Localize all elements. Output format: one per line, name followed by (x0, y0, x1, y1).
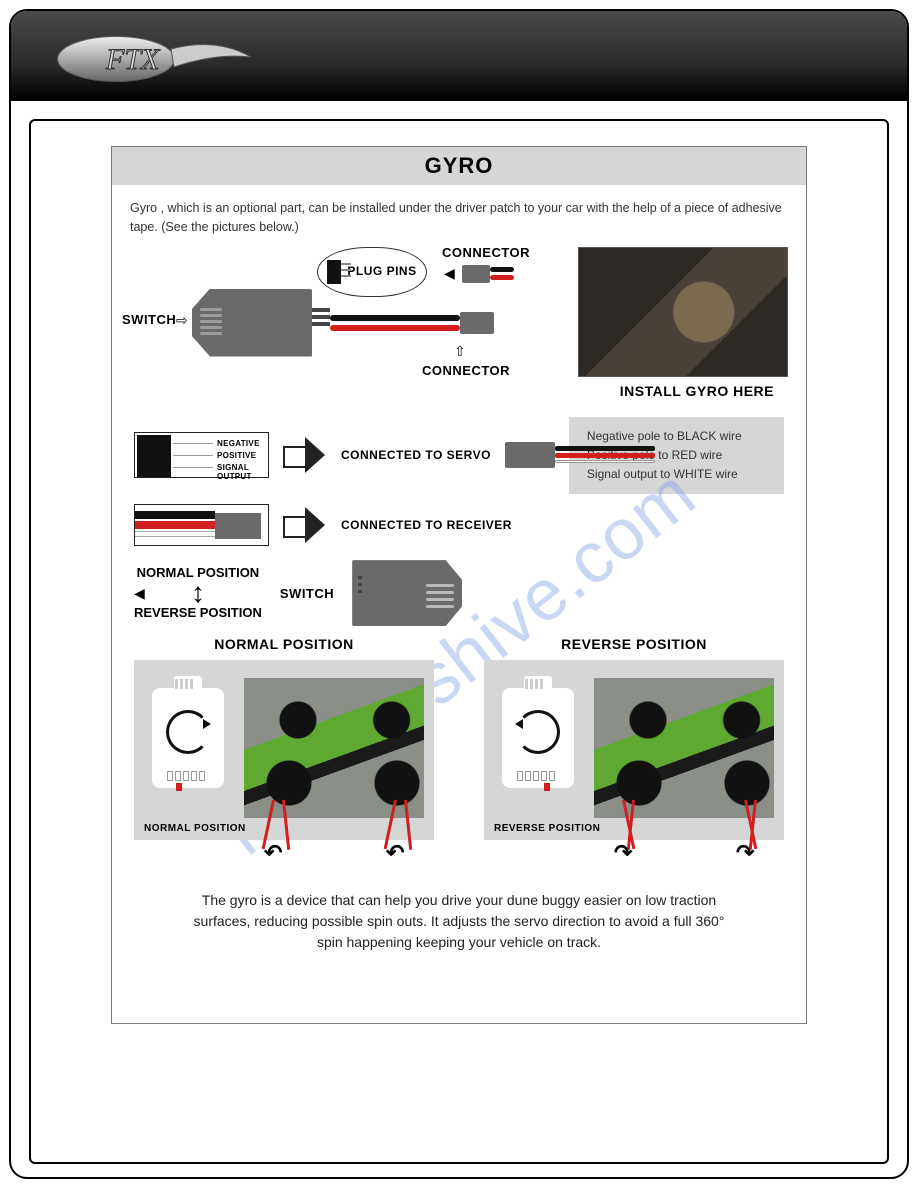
arrow-icon: ⇨ (176, 312, 188, 329)
section-title: GYRO (112, 147, 806, 185)
header-band: FTX (11, 11, 907, 101)
switch-position-block: NORMAL POSITION ↕ REVERSE POSITION SWITC… (134, 560, 784, 626)
plug-pins-label: PLUG PINS (347, 265, 416, 278)
gyro-normal-icon (152, 688, 224, 788)
page-outer-frame: FTX manualshive.com GYRO Gyro , which is… (9, 9, 909, 1179)
reverse-position-label: REVERSE POSITION (134, 605, 262, 621)
curve-arrow-icon: ↷ (614, 840, 632, 866)
reverse-title: REVERSE POSITION (484, 636, 784, 652)
wire-red-sm (490, 275, 514, 280)
connector-label-2: CONNECTOR (422, 363, 510, 378)
normal-panel-bg: NORMAL POSITION (134, 660, 434, 840)
receiver-connection-row: CONNECTED TO RECEIVER (134, 504, 784, 546)
body-text: The gyro is a device that can help you d… (192, 890, 726, 953)
arrow-left-icon: ◀ (444, 265, 455, 282)
connector-plug (460, 312, 494, 334)
ftx-logo: FTX (56, 29, 256, 87)
switch-label-2: SWITCH (280, 586, 334, 601)
gyro-body-shape (192, 289, 312, 357)
install-gyro-label: INSTALL GYRO HERE (620, 383, 774, 399)
servo-wire-white (555, 460, 655, 463)
positive-label: POSITIVE (217, 451, 256, 460)
servo-connection-row: NEGATIVE POSITIVE SIGNAL OUTPUT CONNECTE… (134, 417, 784, 495)
info-line-1: Negative pole to BLACK wire (587, 427, 766, 446)
car-photo-reverse (594, 678, 774, 818)
servo-plug (505, 442, 555, 468)
connected-servo-label: CONNECTED TO SERVO (341, 448, 491, 462)
wire-red (330, 325, 460, 331)
car-photo-normal (244, 678, 424, 818)
reverse-caption: REVERSE POSITION (494, 823, 600, 834)
servo-wire-black (555, 446, 655, 451)
connector-small (462, 265, 490, 283)
normal-caption: NORMAL POSITION (144, 823, 246, 834)
pin-legend: NEGATIVE POSITIVE SIGNAL OUTPUT (134, 432, 269, 478)
up-down-arrow-icon: ↕ (191, 585, 205, 602)
info-line-3: Signal output to WHITE wire (587, 465, 766, 484)
reverse-panel-bg: REVERSE POSITION (484, 660, 784, 840)
connected-receiver-label: CONNECTED TO RECEIVER (341, 518, 512, 532)
arrow-left-icon: ◀ (134, 585, 145, 602)
arrow-up-icon: ⇧ (454, 343, 466, 360)
negative-label: NEGATIVE (217, 439, 260, 448)
intro-text: Gyro , which is an optional part, can be… (112, 185, 806, 247)
switch-label: SWITCH (122, 312, 176, 327)
plug-pins-icon (312, 305, 330, 341)
curve-arrow-icon: ↶ (386, 840, 404, 866)
normal-title: NORMAL POSITION (134, 636, 434, 652)
content-box: GYRO Gyro , which is an optional part, c… (111, 146, 807, 1024)
position-panels-row: NORMAL POSITION NORMAL POSITION (134, 636, 784, 864)
receiver-block (134, 504, 269, 546)
gyro-small-icon (352, 560, 462, 626)
wire-black (330, 315, 460, 321)
inner-frame: manualshive.com GYRO Gyro , which is an … (29, 119, 889, 1164)
plug-pins-callout: PLUG PINS (317, 247, 427, 297)
curve-arrow-icon: ↶ (264, 840, 282, 866)
arrow-icon (283, 507, 327, 543)
svg-text:FTX: FTX (105, 43, 161, 76)
gyro-diagram: SWITCH ⇨ PLUG PINS (122, 247, 796, 407)
normal-position-panel: NORMAL POSITION NORMAL POSITION (134, 636, 434, 864)
reverse-position-panel: REVERSE POSITION REVERSE POSITION (484, 636, 784, 864)
curve-arrow-icon: ↷ (736, 840, 754, 866)
wire-black-sm (490, 267, 514, 272)
servo-wire-red (555, 453, 655, 458)
install-photo (578, 247, 788, 377)
arrow-icon (283, 437, 327, 473)
connector-label: CONNECTOR (442, 245, 530, 260)
signal-label: SIGNAL OUTPUT (217, 463, 268, 481)
gyro-reverse-icon (502, 688, 574, 788)
